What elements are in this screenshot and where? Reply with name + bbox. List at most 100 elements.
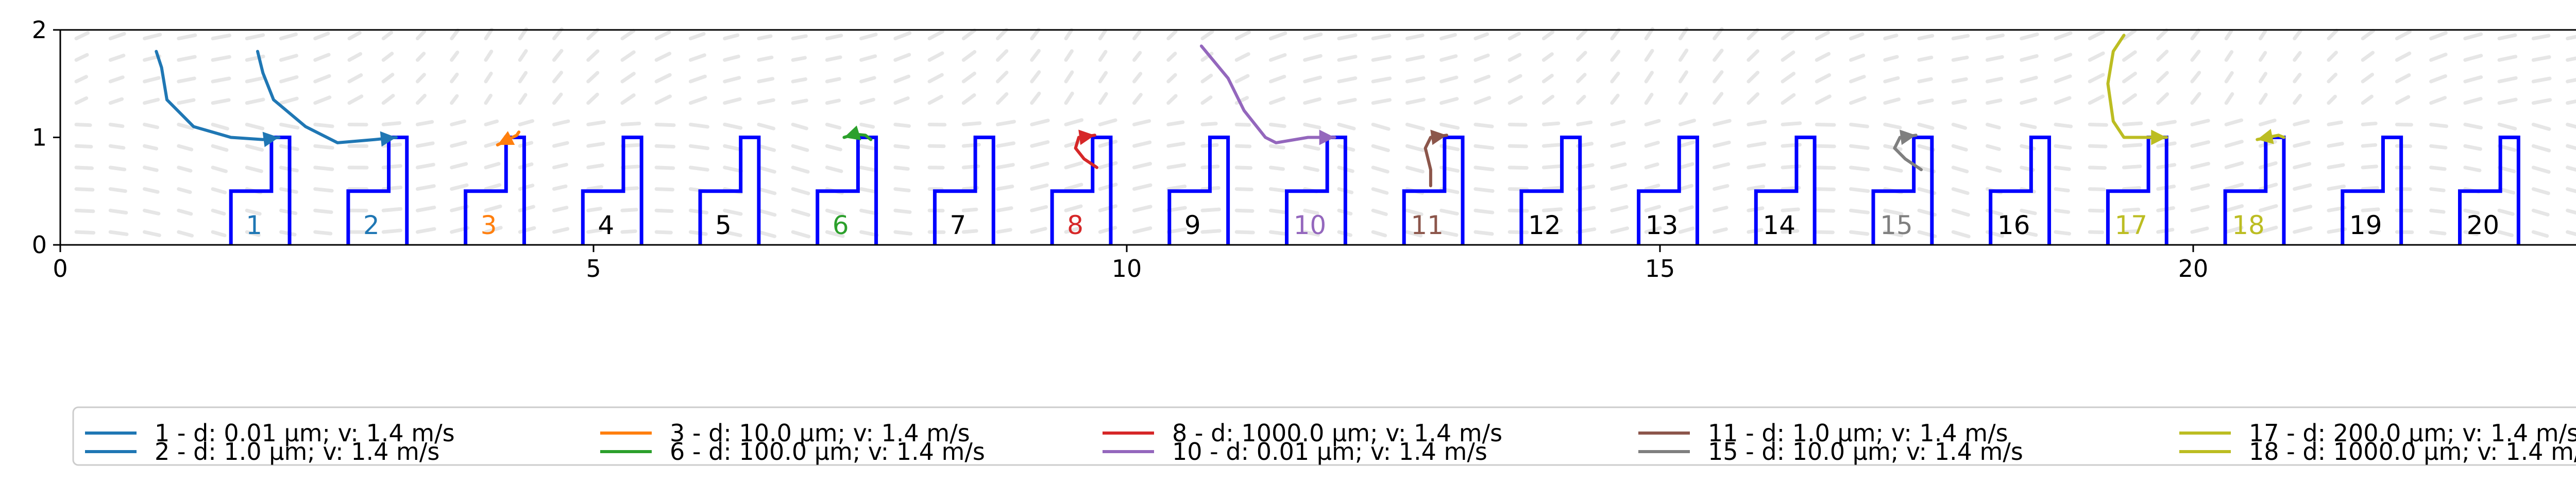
field-arrow	[2192, 142, 2209, 146]
field-arrow	[1885, 168, 1901, 171]
field-arrow	[895, 189, 909, 191]
field-arrow	[1032, 142, 1048, 146]
field-arrow	[554, 186, 566, 189]
field-arrow	[2568, 99, 2576, 103]
field-arrow	[2124, 167, 2140, 168]
field-arrow	[1510, 124, 1526, 125]
field-arrow	[486, 121, 497, 124]
x-tick-label: 15	[1645, 255, 1675, 283]
field-arrow	[520, 51, 526, 60]
field-arrow	[110, 34, 124, 38]
field-arrow	[1612, 29, 1619, 38]
legend[interactable]: 1 - d: 0.01 µm; v: 1.4 m/s2 - d: 1.0 µm;…	[73, 407, 2576, 466]
y-tick-label: 1	[32, 124, 47, 152]
legend-entry-10: 18 - d: 1000.0 µm; v: 1.4 m/s	[2249, 438, 2576, 466]
field-arrow	[690, 124, 707, 126]
field-arrow	[1100, 206, 1115, 211]
field-arrow	[1783, 31, 1793, 38]
field-arrow	[213, 232, 225, 236]
field-arrow	[2431, 168, 2445, 169]
field-arrow	[76, 55, 87, 60]
field-arrow	[861, 56, 875, 60]
field-arrow	[2499, 124, 2515, 128]
field-arrow	[554, 94, 561, 103]
field-arrow	[1612, 52, 1619, 60]
field-arrow	[1749, 51, 1758, 60]
field-arrow	[1066, 163, 1081, 168]
field-arrow	[929, 31, 942, 38]
field-arrow	[1305, 99, 1320, 103]
field-arrow	[656, 232, 671, 233]
field-arrow	[1817, 210, 1833, 211]
field-arrow	[656, 124, 674, 125]
field-arrow	[793, 101, 806, 103]
field-arrow	[2260, 31, 2265, 39]
field-arrow	[2568, 57, 2576, 60]
field-arrow	[1134, 74, 1140, 81]
field-arrow	[998, 73, 1007, 82]
field-arrow	[861, 35, 876, 39]
field-arrow	[2226, 206, 2242, 211]
field-arrow	[554, 73, 561, 81]
y-tick-label: 0	[32, 231, 47, 259]
field-arrow	[1544, 54, 1552, 60]
step-label-16: 16	[1997, 210, 2030, 240]
field-arrow	[1817, 189, 1834, 190]
field-arrow	[315, 34, 328, 39]
field-arrow	[1851, 210, 1868, 212]
field-arrow	[2260, 95, 2266, 103]
field-arrow	[1715, 229, 1726, 231]
field-arrow	[2329, 74, 2336, 81]
field-arrow	[929, 75, 942, 81]
field-arrow	[452, 53, 457, 60]
field-arrow	[213, 210, 224, 213]
field-arrow	[998, 208, 1012, 211]
field-arrow	[315, 55, 329, 60]
field-arrow	[2568, 189, 2576, 193]
field-arrow	[76, 232, 94, 233]
field-arrow	[827, 36, 841, 39]
field-arrow	[145, 210, 159, 213]
field-arrow	[1817, 124, 1834, 125]
field-arrow	[1680, 164, 1692, 168]
field-arrow	[1817, 75, 1829, 82]
field-arrow	[2158, 94, 2167, 103]
field-arrow	[1817, 32, 1828, 38]
field-arrow	[417, 229, 434, 232]
field-arrow	[145, 99, 158, 103]
field-arrow	[417, 54, 423, 60]
field-arrow	[1066, 141, 1082, 146]
field-arrow	[759, 57, 772, 60]
field-arrow	[1476, 77, 1489, 82]
field-arrow	[895, 76, 909, 81]
field-arrow	[213, 36, 229, 39]
field-arrow	[2226, 52, 2231, 60]
field-arrow	[2465, 34, 2481, 38]
field-arrow	[725, 168, 741, 171]
field-arrow	[247, 99, 263, 103]
field-arrow	[2499, 210, 2513, 214]
field-arrow	[110, 232, 127, 234]
step-label-5: 5	[715, 210, 732, 240]
field-arrow	[2499, 99, 2516, 103]
field-arrow	[1100, 120, 1115, 124]
field-arrow	[247, 124, 262, 128]
field-arrow	[349, 96, 362, 103]
field-arrow	[1510, 189, 1527, 190]
field-arrow	[656, 32, 669, 39]
field-arrow	[861, 189, 876, 192]
field-arrow	[2124, 74, 2135, 82]
field-arrow	[2568, 210, 2576, 214]
field-arrow	[588, 30, 598, 39]
field-arrow	[145, 78, 159, 81]
field-arrow	[793, 36, 806, 39]
field-arrow	[1578, 53, 1585, 60]
field-arrow	[1851, 168, 1868, 170]
step-label-15: 15	[1880, 210, 1913, 240]
field-arrow	[1715, 164, 1728, 168]
field-arrow	[1885, 57, 1897, 60]
field-arrow	[861, 124, 873, 127]
field-arrow	[827, 79, 839, 81]
field-arrow	[1270, 146, 1283, 147]
